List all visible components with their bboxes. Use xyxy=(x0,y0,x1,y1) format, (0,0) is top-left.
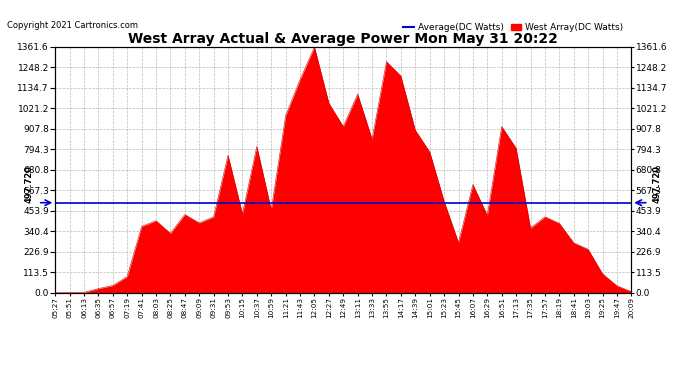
Title: West Array Actual & Average Power Mon May 31 20:22: West Array Actual & Average Power Mon Ma… xyxy=(128,32,558,46)
Legend: Average(DC Watts), West Array(DC Watts): Average(DC Watts), West Array(DC Watts) xyxy=(400,20,627,36)
Text: Copyright 2021 Cartronics.com: Copyright 2021 Cartronics.com xyxy=(7,21,138,30)
Text: 497.720: 497.720 xyxy=(653,165,662,203)
Text: 497.720: 497.720 xyxy=(25,165,34,203)
